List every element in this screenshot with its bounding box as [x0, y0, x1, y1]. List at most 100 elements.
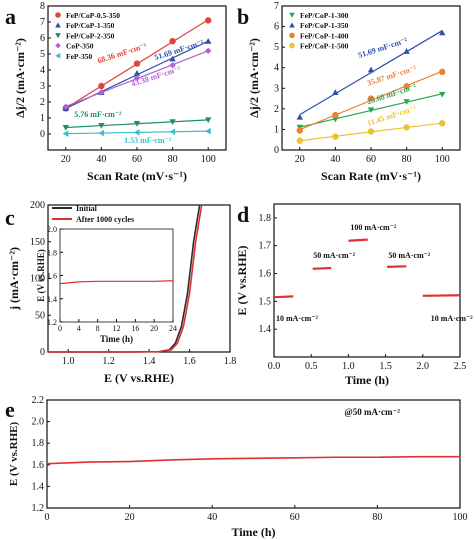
series-line [48, 204, 203, 353]
data-point [403, 124, 410, 131]
data-point [98, 89, 105, 96]
slope-annotation: 5.76 mF·cm⁻² [74, 110, 122, 119]
data-point [289, 42, 295, 49]
data-point [367, 66, 375, 73]
legend-label: Initial [76, 204, 98, 213]
data-point [55, 33, 61, 39]
legend-label: FeP/CoP-1-400 [300, 31, 349, 40]
data-point [169, 128, 176, 135]
data-point [332, 89, 339, 95]
y-tick-label: 2 [274, 104, 279, 115]
y-tick-label: 7 [40, 17, 45, 28]
data-point [205, 117, 212, 124]
data-point [367, 95, 375, 102]
data-point [55, 42, 61, 49]
current-density-label: 10 mA·cm⁻² [276, 314, 319, 323]
y-tick-label: 2.0 [47, 225, 57, 234]
inset-x-axis-label: Time (h) [100, 334, 133, 344]
x-tick-label: 100 [435, 154, 450, 165]
x-tick-label: 8 [96, 324, 100, 333]
y-tick-label: 0 [40, 129, 45, 140]
plot-frame [273, 203, 461, 358]
series-line [422, 294, 461, 297]
y-tick-label: 1.8 [47, 248, 57, 257]
x-tick-label: 1.8 [224, 356, 237, 367]
x-tick-label: 0 [58, 324, 62, 333]
legend-label: FeP/CoP-1-500 [300, 42, 349, 51]
x-tick-label: 1.2 [102, 356, 115, 367]
series-line [387, 265, 407, 268]
current-density-label: 100 mA·cm⁻² [350, 223, 397, 232]
y-tick-label: 1 [40, 113, 45, 124]
current-density-label: 50 mA·cm⁻² [388, 251, 431, 260]
legend-label: FeP/CoP-1-350 [300, 21, 349, 30]
y-tick-label: 0 [274, 145, 279, 156]
x-tick-label: 60 [290, 512, 300, 523]
data-point [169, 38, 176, 45]
data-point [98, 129, 104, 137]
panel-letter-b: b [237, 4, 249, 29]
series-line [46, 455, 460, 465]
x-tick-label: 24 [169, 324, 177, 333]
data-point [296, 113, 303, 120]
y-tick-label: 5 [274, 42, 279, 53]
y-tick-label: 6 [40, 33, 45, 44]
slope-annotation: 11.45 mF·cm⁻² [366, 103, 417, 127]
x-tick-label: 0.0 [268, 361, 281, 372]
y-axis-label: j (mA·cm⁻²) [7, 247, 21, 311]
y-tick-label: 7 [274, 1, 279, 12]
data-point [296, 127, 303, 134]
x-axis-label: Time (h) [345, 373, 389, 387]
data-point [205, 17, 212, 24]
data-point [133, 60, 141, 67]
data-point [98, 122, 105, 129]
data-point [62, 103, 69, 110]
y-tick-label: 1.8 [259, 213, 272, 224]
y-tick-label: 1.6 [32, 460, 45, 471]
data-point [133, 121, 141, 127]
data-point [367, 128, 375, 135]
series-line [348, 238, 368, 242]
data-point [205, 127, 211, 135]
y-axis-label: Δj/2 (mA·cm⁻²) [13, 38, 27, 118]
slope-annotation: 51.69 mF·cm⁻² [153, 38, 205, 63]
data-point [98, 82, 105, 90]
current-density-label: @50 mA·cm⁻² [344, 407, 400, 417]
x-tick-label: 20 [295, 154, 305, 165]
x-tick-label: 20 [125, 512, 135, 523]
y-tick-label: 3 [274, 83, 279, 94]
data-point [62, 125, 69, 131]
data-point [169, 119, 176, 126]
x-axis-label: Scan Rate (mV·s⁻¹) [321, 169, 421, 183]
legend-label: FeP/CoP-0.5-350 [66, 11, 120, 20]
y-tick-label: 1.2 [47, 318, 57, 327]
x-tick-label: 0.5 [305, 361, 318, 372]
y-axis-label: E (V vs.RHE) [235, 245, 249, 315]
y-tick-label: 1.8 [32, 438, 45, 449]
y-tick-label: 2.2 [32, 395, 45, 406]
y-tick-label: 1.5 [259, 296, 272, 307]
x-tick-label: 1.6 [183, 356, 196, 367]
data-point [439, 91, 446, 98]
y-tick-label: 4 [40, 65, 45, 76]
y-tick-label: 0 [40, 347, 45, 358]
x-tick-label: 100 [453, 512, 468, 523]
y-tick-label: 6 [274, 22, 279, 33]
x-tick-label: 16 [131, 324, 139, 333]
data-point [133, 70, 141, 76]
x-tick-label: 40 [330, 154, 340, 165]
legend-label: CoP-350 [66, 42, 94, 51]
data-point [332, 133, 339, 140]
inset-y-axis-label: E (V vs.RHE) [36, 249, 46, 302]
y-tick-label: 4 [274, 63, 279, 74]
legend-label: After 1000 cycles [76, 215, 134, 224]
y-tick-label: 1.6 [47, 272, 57, 281]
current-density-label: 50 mA·cm⁻² [313, 251, 356, 260]
x-tick-label: 1.4 [143, 356, 156, 367]
data-point [296, 137, 303, 144]
x-axis-label: Time (h) [231, 525, 275, 539]
y-tick-label: 1.2 [32, 503, 45, 514]
y-tick-label: 1 [274, 124, 279, 135]
y-tick-label: 1.4 [259, 324, 272, 335]
y-tick-label: 8 [40, 1, 45, 12]
